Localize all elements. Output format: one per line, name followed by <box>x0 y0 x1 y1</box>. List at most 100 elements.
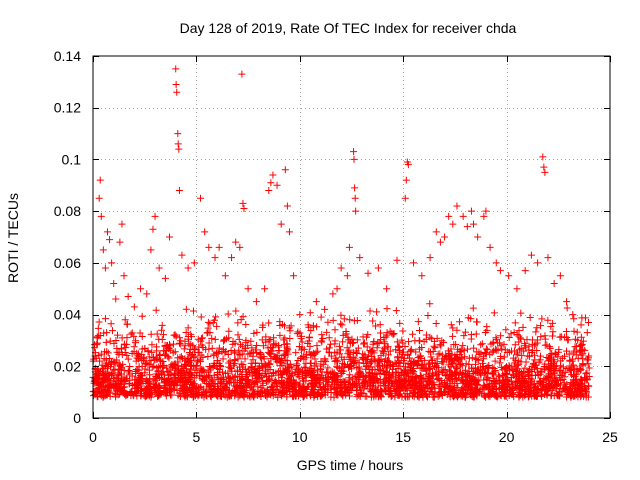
data-point <box>540 376 548 384</box>
data-point <box>463 345 471 353</box>
data-point <box>385 377 393 385</box>
data-point <box>503 393 511 401</box>
data-point <box>255 362 263 370</box>
data-point <box>113 387 121 395</box>
data-point <box>422 370 430 378</box>
data-point <box>541 341 549 349</box>
data-point <box>476 385 484 393</box>
data-point <box>313 342 321 350</box>
data-point <box>174 354 182 362</box>
data-point <box>252 298 260 306</box>
data-point <box>365 365 373 373</box>
data-point <box>339 331 347 339</box>
data-point <box>376 357 384 365</box>
data-point <box>393 338 401 346</box>
data-point <box>514 365 522 373</box>
data-point <box>541 391 549 399</box>
data-point <box>138 385 146 393</box>
tick-layer: 0 5 10 15 20 25 0 0.02 0.04 0.06 0.08 0.1 0.12 0.14 <box>54 48 618 445</box>
data-point <box>200 385 208 393</box>
data-point <box>449 220 457 228</box>
data-point <box>142 392 150 400</box>
data-point <box>288 370 296 378</box>
data-point <box>351 359 359 367</box>
data-point <box>213 374 221 382</box>
data-point <box>450 384 458 392</box>
data-point <box>142 360 150 368</box>
data-point <box>233 383 241 391</box>
data-point <box>184 264 192 272</box>
data-point <box>178 363 186 371</box>
data-point <box>404 161 412 169</box>
data-point <box>273 181 281 189</box>
data-point <box>293 330 301 338</box>
data-point <box>383 285 391 293</box>
data-point <box>175 366 183 374</box>
data-point <box>452 371 460 379</box>
data-point <box>565 350 573 358</box>
data-point <box>312 298 320 306</box>
data-point <box>562 328 570 336</box>
data-point <box>447 321 455 329</box>
data-point <box>156 362 164 370</box>
data-point <box>298 387 306 395</box>
data-point <box>302 350 310 358</box>
data-point <box>111 365 119 373</box>
data-point <box>431 359 439 367</box>
data-point <box>188 383 196 391</box>
chart-title: Day 128 of 2019, Rate Of TEC Index for r… <box>180 20 517 36</box>
data-point <box>252 346 260 354</box>
data-point <box>123 320 131 328</box>
data-point <box>280 322 288 330</box>
data-point <box>166 388 174 396</box>
data-point <box>158 321 166 329</box>
data-point <box>221 349 229 357</box>
data-point <box>174 140 182 148</box>
data-point <box>572 342 580 350</box>
data-point <box>495 376 503 384</box>
data-point <box>417 372 425 380</box>
data-point <box>154 367 162 375</box>
data-point <box>463 383 471 391</box>
data-point <box>316 392 324 400</box>
data-point <box>335 342 343 350</box>
data-point <box>278 378 286 386</box>
data-point <box>150 375 158 383</box>
data-point <box>101 264 109 272</box>
data-point <box>306 359 314 367</box>
data-point <box>516 334 524 342</box>
data-point <box>369 340 377 348</box>
data-point <box>183 355 191 363</box>
data-point <box>241 389 249 397</box>
data-point <box>298 368 306 376</box>
data-point <box>428 388 436 396</box>
data-point <box>241 344 249 352</box>
data-point <box>577 321 585 329</box>
data-point <box>216 362 224 370</box>
data-point <box>569 371 577 379</box>
y-tick-label: 0.12 <box>54 100 81 116</box>
data-point <box>423 381 431 389</box>
data-point <box>115 349 123 357</box>
data-point <box>110 280 118 288</box>
data-point <box>367 347 375 355</box>
data-point <box>242 320 250 328</box>
data-point <box>386 361 394 369</box>
data-point <box>210 352 218 360</box>
data-point <box>107 359 115 367</box>
data-point <box>377 336 385 344</box>
data-point <box>198 367 206 375</box>
data-point <box>337 320 345 328</box>
data-point <box>197 313 205 321</box>
data-point <box>443 377 451 385</box>
data-point <box>267 391 275 399</box>
data-point <box>382 333 390 341</box>
data-point <box>238 70 246 78</box>
data-point <box>148 387 156 395</box>
data-point <box>271 353 279 361</box>
data-point <box>300 363 308 371</box>
data-point <box>396 319 404 327</box>
data-point <box>116 361 124 369</box>
data-point <box>258 336 266 344</box>
data-point <box>222 384 230 392</box>
